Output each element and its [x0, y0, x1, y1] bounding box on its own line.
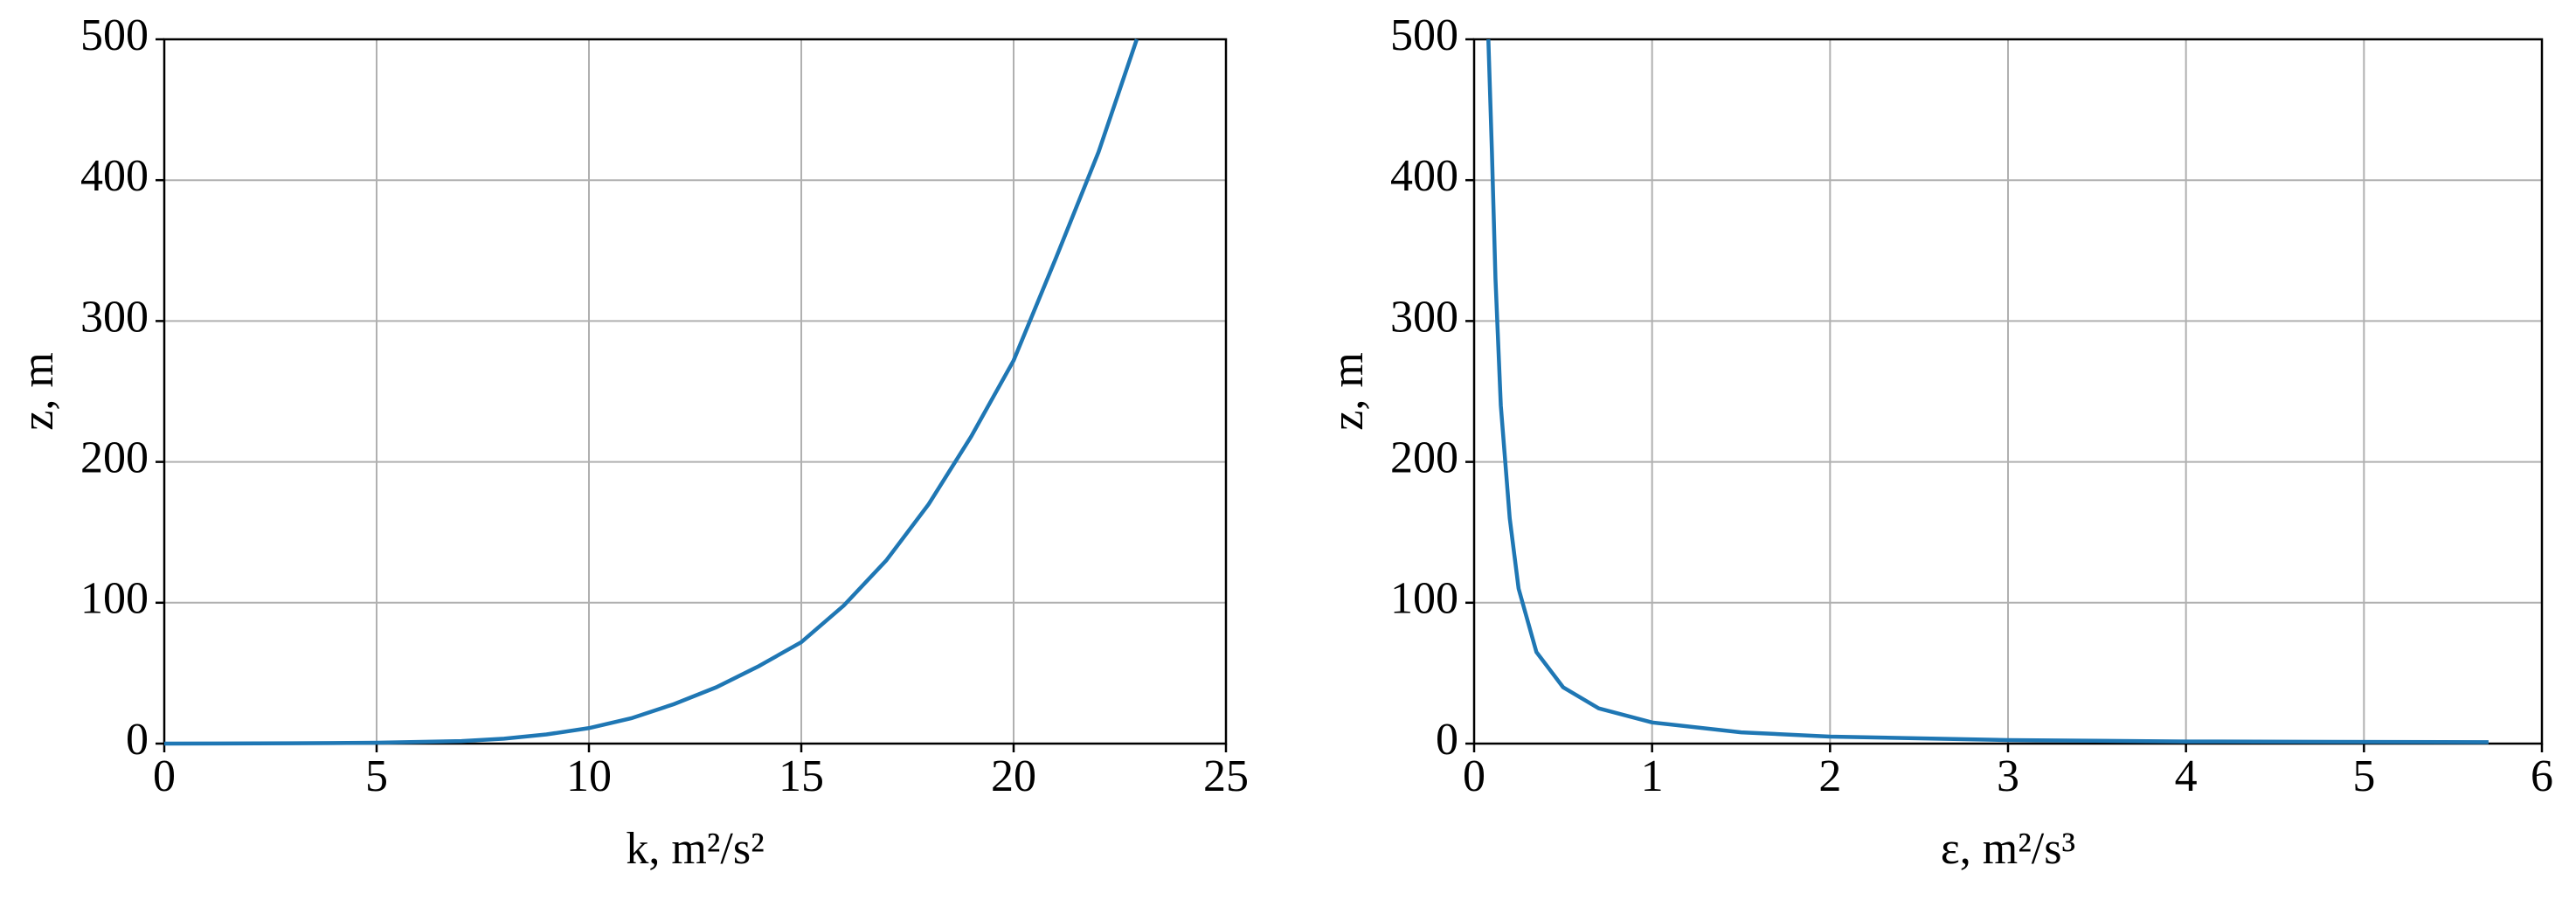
x-tick-label: 5 [365, 751, 388, 801]
y-tick-label: 0 [126, 715, 149, 765]
data-line [1486, 38, 2489, 744]
chart-panel: 0 5 10 15 20 25 0 100 200 300 400 500 k, m²/s² z, m [13, 10, 1249, 874]
y-tick-label: 500 [1390, 10, 1458, 60]
chart-panel: 0 1 2 3 4 5 6 0 100 200 300 400 500 ε, m²/s³ z, m [1323, 10, 2553, 874]
y-tick-label: 0 [1436, 715, 1458, 765]
x-tick-label: 5 [2352, 751, 2375, 801]
x-tick-label: 20 [991, 751, 1036, 801]
y-tick-label: 200 [80, 433, 149, 483]
y-axis-label: z, m [1323, 352, 1373, 431]
x-axis-label: k, m²/s² [626, 824, 764, 874]
y-axis-label: z, m [13, 352, 63, 431]
plot-frame [1472, 38, 2544, 745]
x-tick-label: 3 [1997, 751, 2019, 801]
y-tick-label: 200 [1390, 433, 1458, 483]
x-tick-label: 25 [1203, 751, 1249, 801]
x-tick-label: 1 [1641, 751, 1664, 801]
x-tick-label: 6 [2531, 751, 2553, 801]
y-tick-label: 500 [80, 10, 149, 60]
x-tick-label: 10 [566, 751, 612, 801]
x-tick-label: 15 [779, 751, 824, 801]
x-tick-label: 4 [2175, 751, 2198, 801]
y-tick-label: 400 [1390, 151, 1458, 201]
y-tick-label: 100 [80, 574, 149, 624]
x-tick-label: 0 [1463, 751, 1485, 801]
x-tick-label: 2 [1818, 751, 1841, 801]
y-tick-label: 300 [80, 292, 149, 342]
data-line [163, 38, 1139, 746]
plot-frame [163, 38, 1228, 745]
y-tick-label: 300 [1390, 292, 1458, 342]
x-axis-label: ε, m²/s³ [1941, 824, 2075, 874]
x-tick-label: 0 [153, 751, 176, 801]
y-tick-label: 400 [80, 151, 149, 201]
y-tick-label: 100 [1390, 574, 1458, 624]
